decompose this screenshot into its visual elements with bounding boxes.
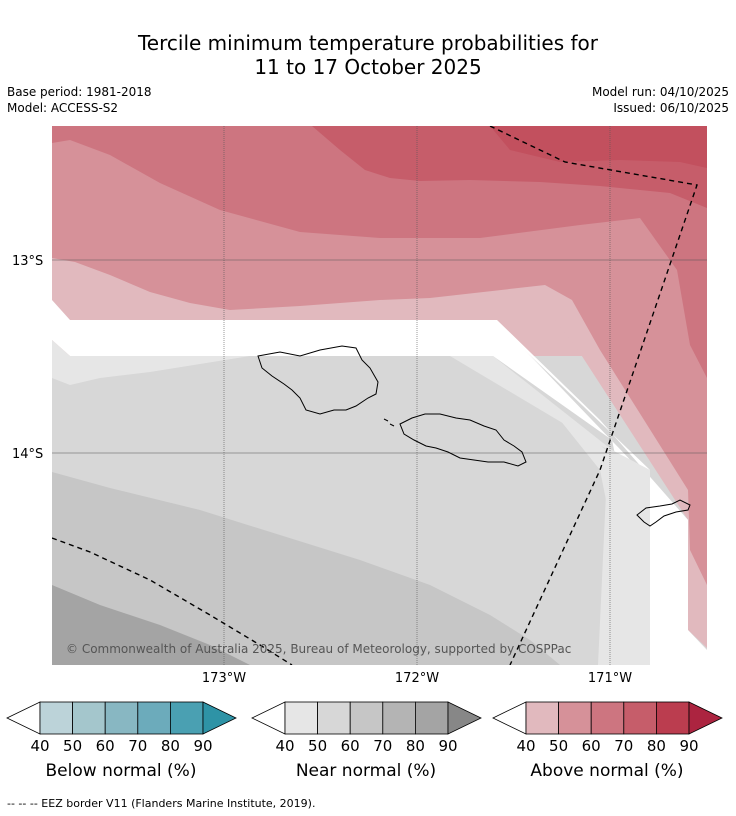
colorbar-above-title: Above normal (%)	[530, 761, 684, 781]
colorbar-below-tick-label: 40	[30, 737, 49, 755]
colorbar-above-segment	[525, 701, 559, 735]
colorbar-above-tick-label: 40	[516, 737, 535, 755]
upolu-island	[399, 413, 527, 467]
lon-label-171w: 171°W	[588, 671, 632, 686]
colorbar-above-over-triangle	[688, 701, 723, 735]
colorbar-below-tick-label: 70	[128, 737, 147, 755]
colorbar-near-segment	[317, 701, 351, 735]
colorbar-near-normal: 40 50 60 70 80 90	[251, 701, 482, 755]
above-normal-70b-region	[490, 126, 707, 168]
colorbar-above-tick-label: 90	[679, 737, 698, 755]
near-normal-40-region	[52, 340, 650, 665]
probability-field	[52, 126, 707, 665]
colorbar-near-segment	[382, 701, 416, 735]
colorbar-above-segment	[590, 701, 625, 735]
colorbar-below-tick-label: 90	[193, 737, 212, 755]
no-dominant-region	[52, 320, 688, 665]
lat-label-14s: 14°S	[12, 447, 43, 462]
manono-islet	[383, 418, 395, 427]
map-title-line1: Tercile minimum temperature probabilitie…	[137, 31, 599, 55]
above-normal-50-region	[52, 126, 707, 585]
lat-label-13s: 13°S	[12, 254, 43, 269]
colorbar-below-segment	[137, 701, 171, 735]
base-period: Base period: 1981-2018	[7, 85, 152, 99]
above-normal-60-region	[52, 126, 707, 378]
colorbar-near-tick-label: 70	[373, 737, 392, 755]
issued-date: Issued: 06/10/2025	[613, 101, 729, 115]
colorbar-below-segment	[72, 701, 106, 735]
colorbar-above-normal: 40 50 60 70 80 90	[492, 701, 723, 755]
colorbar-below-tick-label: 50	[63, 737, 82, 755]
colorbar-above-tick-label: 50	[549, 737, 568, 755]
colorbar-below-over-triangle	[202, 701, 237, 735]
colorbar-near-over-triangle	[447, 701, 482, 735]
colorbar-near-tick-label: 40	[275, 737, 294, 755]
colorbar-below-under-triangle	[6, 701, 41, 735]
colorbar-above-tick-label: 80	[647, 737, 666, 755]
colorbar-above-tick-label: 70	[614, 737, 633, 755]
near-normal-60-region	[52, 472, 560, 665]
model-name: Model: ACCESS-S2	[7, 101, 119, 115]
colorbar-near-tick-label: 50	[308, 737, 327, 755]
colorbar-near-title: Near normal (%)	[295, 761, 437, 781]
lon-label-173w: 173°W	[202, 671, 246, 686]
coastlines	[257, 345, 691, 527]
model-run: Model run: 04/10/2025	[591, 85, 729, 99]
savaii-island	[257, 345, 379, 415]
colorbar-above-under-triangle	[492, 701, 527, 735]
eez-border	[52, 126, 698, 665]
colorbar-near-segment	[349, 701, 384, 735]
colorbar-below-normal: 40 50 60 70 80 90	[6, 701, 237, 755]
eez-border-east	[489, 126, 698, 665]
colorbar-near-segment	[414, 701, 449, 735]
colorbar-below-tick-label: 80	[161, 737, 180, 755]
colorbar-near-segment	[284, 701, 318, 735]
near-normal-80-region	[52, 585, 250, 665]
colorbar-below-tick-label: 60	[96, 737, 115, 755]
map-gridlines	[52, 126, 707, 665]
near-normal-40-east	[493, 356, 648, 665]
copyright-notice: © Commonwealth of Australia 2025, Bureau…	[66, 642, 571, 656]
map-title-line2: 11 to 17 October 2025	[254, 55, 482, 79]
colorbar-below-segment	[104, 701, 139, 735]
colorbar-near-under-triangle	[251, 701, 286, 735]
colorbar-above-segment	[623, 701, 657, 735]
colorbar-above-segment	[558, 701, 592, 735]
colorbar-near-tick-label: 60	[341, 737, 360, 755]
tutuila-island	[636, 499, 691, 527]
colorbar-near-tick-label: 90	[438, 737, 457, 755]
eez-footnote: -- -- -- EEZ border V11 (Flanders Marine…	[7, 797, 316, 810]
colorbar-above-segment	[656, 701, 690, 735]
colorbar-below-title: Below normal (%)	[45, 761, 197, 781]
colorbar-above-tick-label: 60	[582, 737, 601, 755]
colorbar-near-tick-label: 80	[406, 737, 425, 755]
colorbar-below-segment	[39, 701, 73, 735]
colorbar-below-segment	[169, 701, 204, 735]
lon-label-172w: 172°W	[395, 671, 439, 686]
